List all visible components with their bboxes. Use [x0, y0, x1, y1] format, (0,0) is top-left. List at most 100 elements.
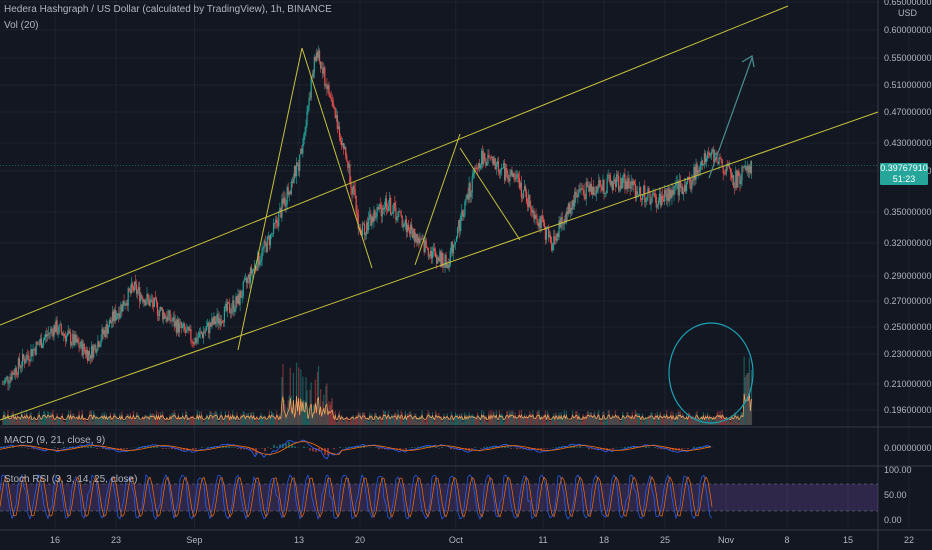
volume-bar: [560, 411, 562, 425]
candle-body: [661, 195, 664, 200]
candle-body: [162, 309, 164, 320]
macd-histogram-bar: [240, 448, 242, 450]
volume-bar: [235, 420, 237, 425]
volume-bar: [727, 418, 730, 425]
candle-body: [362, 223, 365, 225]
volume-bar: [513, 417, 515, 425]
candle-body: [322, 67, 324, 74]
macd-lines: [0, 439, 713, 460]
volume-bar: [615, 415, 618, 425]
volume-bar: [280, 418, 282, 425]
candle-body: [72, 333, 74, 344]
last-price-badge: 0.39767910 51:23: [880, 163, 928, 185]
volume-bar: [706, 412, 709, 425]
volume-bar: [432, 418, 435, 425]
candle-body: [341, 143, 344, 145]
volume-bar: [14, 414, 16, 425]
candle-body: [481, 151, 483, 166]
candle-body: [284, 197, 286, 207]
candle-body: [29, 360, 31, 362]
volume-bar: [716, 412, 718, 425]
candle-body: [204, 330, 207, 333]
volume-bar: [711, 416, 713, 425]
candle-body: [710, 154, 712, 156]
candle-body: [746, 166, 748, 171]
price-axis[interactable]: 0.650000000.600000000.550000000.51000000…: [884, 0, 932, 525]
volume-bar: [218, 421, 220, 425]
volume-bar: [667, 418, 669, 425]
volume-bar: [40, 421, 43, 425]
volume-bar: [129, 412, 131, 425]
candle-body: [272, 222, 275, 234]
candle-body: [392, 211, 394, 214]
volume-bar: [542, 415, 544, 425]
candle-body: [749, 165, 751, 174]
candle-body: [193, 343, 195, 345]
candle-body: [738, 170, 740, 176]
candle-body: [432, 248, 435, 252]
volume-bar: [80, 419, 82, 425]
candle-body: [457, 227, 459, 237]
trend-line: [301, 47, 373, 269]
volume-bar: [139, 420, 141, 425]
candle-body: [367, 222, 369, 231]
volume-bar: [380, 419, 382, 425]
volume-bar: [501, 414, 504, 425]
volume-bar: [600, 418, 602, 425]
candle-body: [528, 194, 530, 207]
volume-bar: [736, 417, 738, 425]
candle-body: [555, 238, 557, 241]
volume-bar: [655, 415, 657, 425]
macd-histogram-bar: [390, 448, 392, 449]
candle-body: [602, 179, 604, 191]
volume-bar: [721, 410, 723, 425]
candle-body: [39, 338, 41, 344]
volume-bar: [227, 410, 230, 425]
volume-bar: [715, 415, 717, 425]
candle-body: [600, 185, 602, 187]
candle-body: [677, 181, 679, 196]
candle-body: [191, 340, 193, 342]
candle-body: [70, 333, 72, 346]
volume-bar: [718, 414, 720, 425]
volume-bar: [346, 416, 348, 425]
volume-bar: [377, 421, 379, 425]
volume-bar: [742, 413, 744, 425]
candle-body: [632, 181, 634, 186]
rsi-lines: [0, 473, 713, 521]
candle-body: [683, 184, 686, 192]
time-tick-label: 23: [111, 535, 121, 545]
candle-body: [531, 209, 533, 213]
candle-body: [281, 198, 283, 218]
time-axis[interactable]: 16 23 Sep 13 20 Oct 11 18 25 Nov 8 15 22: [50, 535, 914, 545]
candle-body: [212, 318, 214, 325]
volume-bar: [65, 419, 68, 425]
volume-bar: [684, 419, 687, 425]
candle-body: [56, 320, 58, 334]
candle-body: [682, 191, 685, 195]
volume-bar: [638, 413, 641, 425]
candle-body: [237, 294, 239, 304]
candle-body: [126, 303, 128, 306]
candle-body: [727, 164, 730, 166]
volume-bar: [224, 411, 227, 425]
candle-body: [697, 170, 699, 175]
volume-bar: [572, 410, 574, 425]
arrow-head: [741, 55, 755, 68]
candle-body: [227, 301, 230, 304]
volume-bar: [379, 415, 381, 425]
volume-bar: [646, 418, 648, 425]
candle-body: [417, 237, 419, 243]
candle-body: [211, 318, 213, 327]
candle-body: [537, 223, 539, 227]
volume-bar: [12, 410, 14, 425]
volume-bar: [562, 415, 564, 425]
candle-body: [96, 350, 98, 353]
candle-body: [261, 248, 263, 260]
volume-bar: [166, 417, 168, 425]
candle-body: [106, 324, 108, 334]
volume-bar: [428, 412, 430, 425]
candle-body: [263, 240, 265, 248]
volume-bar: [735, 412, 737, 425]
